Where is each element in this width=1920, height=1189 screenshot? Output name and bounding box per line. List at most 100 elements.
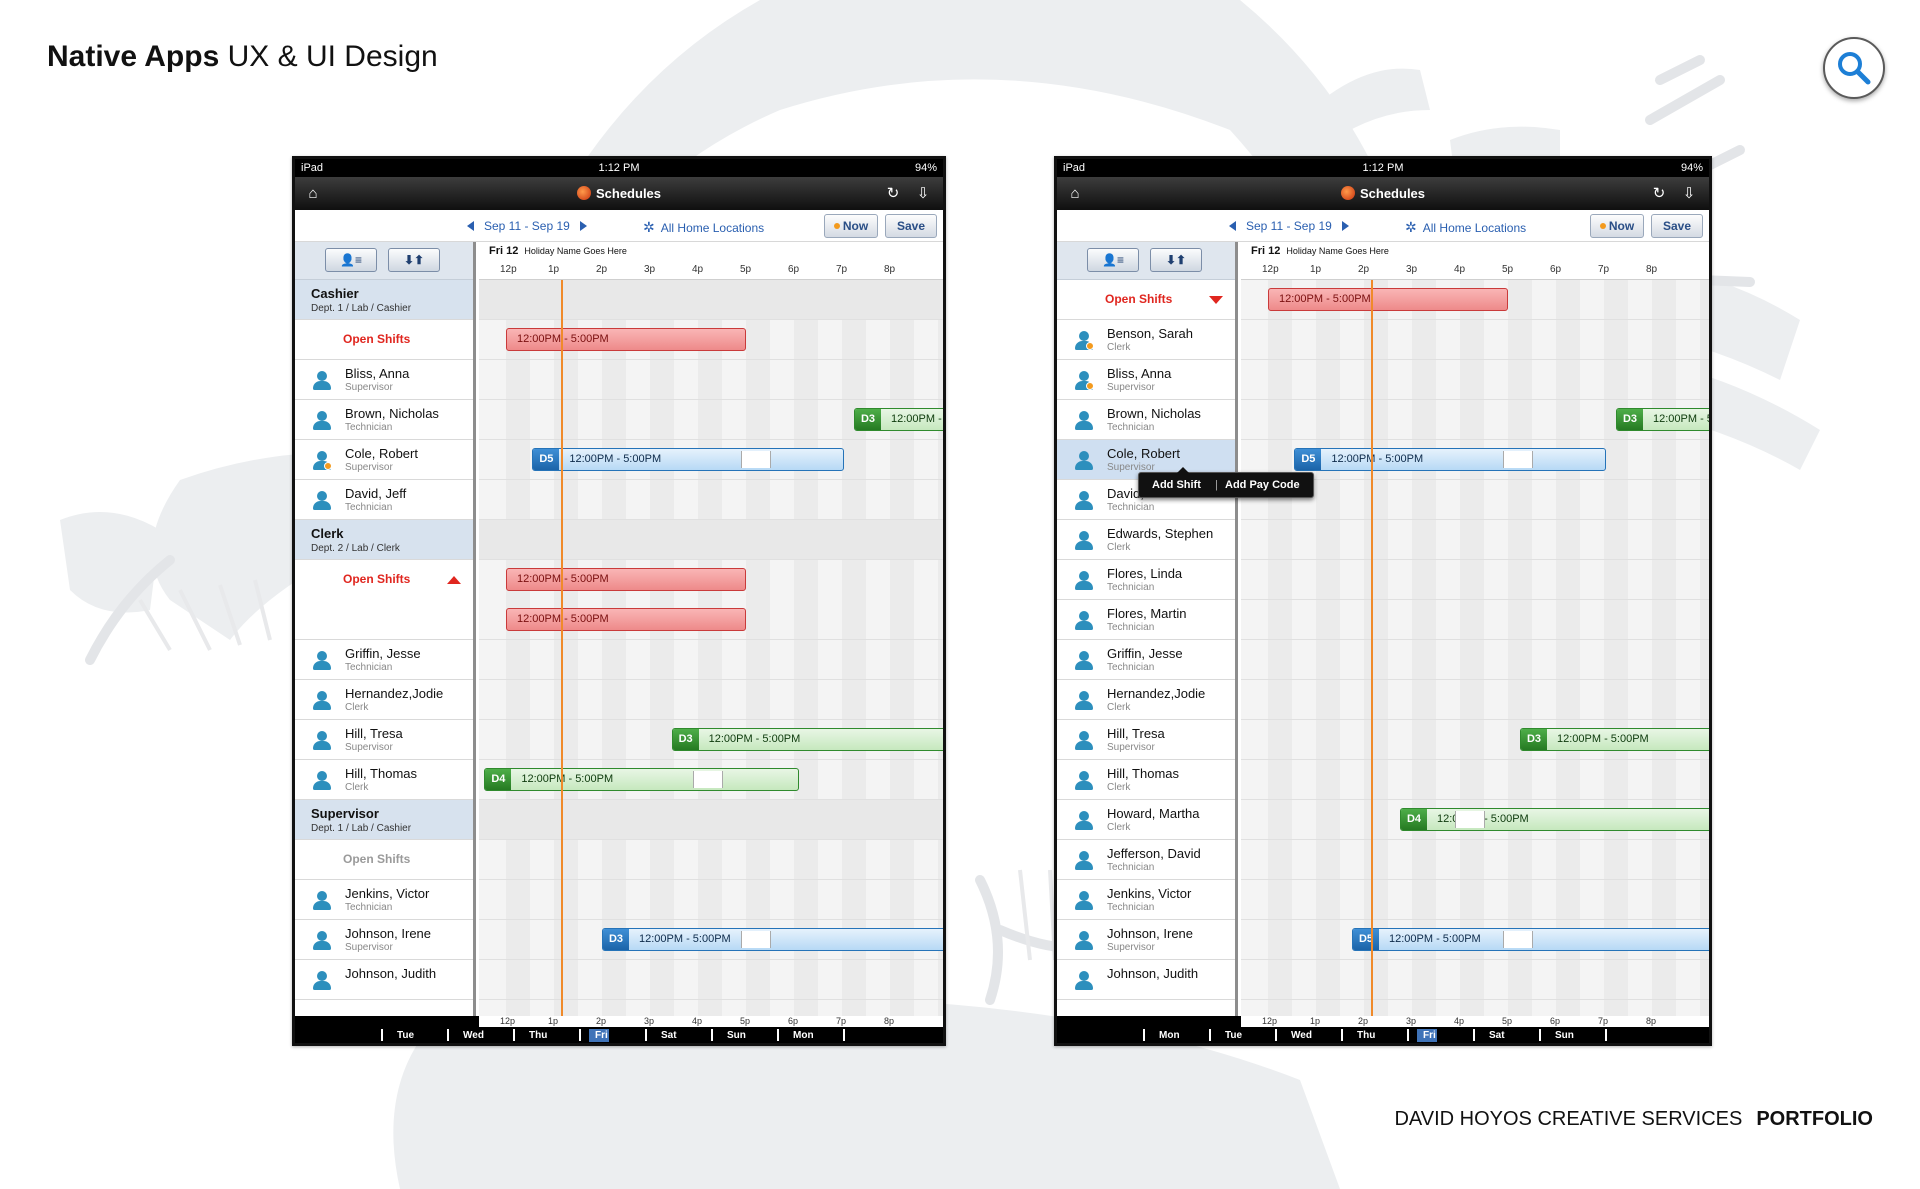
shift-bar[interactable]: D5 12:00PM - 5:00PM — [532, 448, 845, 471]
next-week-icon[interactable] — [579, 221, 587, 231]
shift-bar[interactable]: D3 12:00PM - 5:00PM — [602, 928, 943, 951]
grid-row-line — [1241, 599, 1709, 600]
page-title: Native Apps UX & UI Design — [47, 40, 438, 73]
employee-row[interactable]: Hill, Thomas Clerk — [1057, 760, 1235, 800]
open-shifts-row[interactable]: Open Shifts — [1057, 280, 1235, 320]
employee-row[interactable]: Hill, Thomas Clerk — [295, 760, 473, 800]
sort-button[interactable]: ⬇⬆ — [388, 248, 440, 272]
employee-row[interactable]: Jenkins, Victor Technician — [295, 880, 473, 920]
employee-row[interactable]: Hernandez,Jodie Clerk — [295, 680, 473, 720]
employee-row[interactable]: Johnson, Irene Supervisor — [295, 920, 473, 960]
grid-stripe — [1316, 280, 1340, 1016]
download-menu-button[interactable]: ⇩ — [1679, 184, 1699, 204]
employee-row[interactable]: Edwards, Stephen Clerk — [1057, 520, 1235, 560]
day-tab[interactable]: Sat — [1489, 1030, 1505, 1041]
shift-bar[interactable]: D5 12:00PM - 5:00PM — [1294, 448, 1607, 471]
day-tab[interactable]: Tue — [397, 1030, 415, 1041]
employee-name: Cole, Robert — [345, 446, 418, 461]
employee-row[interactable]: Johnson, Judith — [295, 960, 473, 1000]
shift-bar[interactable]: D3 12:00PM - 5:00PM — [1616, 408, 1709, 431]
previous-week-icon[interactable] — [467, 221, 474, 231]
day-tab[interactable]: Sat — [661, 1030, 677, 1041]
shift-bar[interactable]: 12:00PM - 5:00PM — [506, 328, 746, 351]
day-tab[interactable]: Sun — [1555, 1030, 1574, 1041]
now-button[interactable]: Now — [1590, 214, 1644, 238]
employee-row[interactable]: Johnson, Judith — [1057, 960, 1235, 1000]
day-tab[interactable]: Thu — [1357, 1030, 1376, 1041]
now-dot-icon — [833, 223, 840, 229]
save-button[interactable]: Save — [885, 214, 937, 238]
employee-row[interactable]: Johnson, Irene Supervisor — [1057, 920, 1235, 960]
day-tab[interactable]: Fri — [595, 1030, 608, 1041]
expand-icon[interactable] — [1209, 296, 1223, 304]
day-tab[interactable]: Mon — [793, 1030, 814, 1041]
collapse-icon[interactable] — [447, 576, 461, 584]
employee-row[interactable]: Flores, Martin Technician — [1057, 600, 1235, 640]
day-tab[interactable]: Tue — [1225, 1030, 1243, 1041]
save-label: Save — [1662, 219, 1692, 233]
grid-row-line — [1241, 719, 1709, 720]
employee-row[interactable]: Hill, Tresa Supervisor — [1057, 720, 1235, 760]
open-shifts-row[interactable]: Open Shifts — [295, 320, 473, 360]
employee-row[interactable]: Jefferson, David Technician — [1057, 840, 1235, 880]
shift-bar[interactable]: 12:00PM - 5:00PM — [1268, 288, 1508, 311]
shift-bar[interactable]: 12:00PM - 5:00PM — [506, 608, 746, 631]
day-tab[interactable]: Wed — [1291, 1030, 1312, 1041]
person-icon-head — [1079, 651, 1089, 661]
employee-row[interactable]: Cole, Robert Supervisor — [295, 440, 473, 480]
employee-row[interactable]: Brown, Nicholas Technician — [1057, 400, 1235, 440]
open-shifts-row[interactable]: Open Shifts — [295, 840, 473, 880]
shift-bar[interactable]: D3 12:00PM - 5:00PM — [854, 408, 943, 431]
person-icon-head — [1079, 851, 1089, 861]
schedule-grid: Fri 12 Holiday Name Goes Here 12p 1p 2p 3p 4p 5… — [479, 242, 943, 1016]
add-pay-code-button[interactable]: Add Pay Code — [1225, 479, 1300, 491]
employee-row[interactable]: Griffin, Jesse Technician — [1057, 640, 1235, 680]
download-menu-button[interactable]: ⇩ — [913, 184, 933, 204]
home-button[interactable]: ⌂ — [303, 184, 323, 204]
battery-status: 94% — [914, 162, 937, 174]
employee-row[interactable]: Flores, Linda Technician — [1057, 560, 1235, 600]
day-tab[interactable]: Mon — [1159, 1030, 1180, 1041]
shift-bar[interactable]: D5 12:00PM - 5:00PM — [1352, 928, 1709, 951]
day-tab[interactable]: Sun — [727, 1030, 746, 1041]
employee-row[interactable]: Howard, Martha Clerk — [1057, 800, 1235, 840]
save-button[interactable]: Save — [1651, 214, 1703, 238]
person-icon-body — [1075, 581, 1093, 590]
employee-name: Johnson, Irene — [1107, 926, 1194, 941]
previous-week-icon[interactable] — [1229, 221, 1236, 231]
sort-button[interactable]: ⬇⬆ — [1150, 248, 1202, 272]
employee-row[interactable]: Hernandez,Jodie Clerk — [1057, 680, 1235, 720]
shift-bar[interactable]: D3 12:00PM - 5:00PM — [1520, 728, 1709, 751]
list-view-button[interactable]: 👤≡ — [1087, 248, 1139, 272]
hour-label: 8p — [1646, 264, 1658, 275]
now-button[interactable]: Now — [824, 214, 878, 238]
employee-row[interactable]: Brown, Nicholas Technician — [295, 400, 473, 440]
location-filter[interactable]: ✲ All Home Locations — [643, 219, 764, 236]
add-shift-button[interactable]: Add Shift — [1152, 479, 1201, 491]
section-band — [479, 520, 943, 560]
refresh-button[interactable]: ↻ — [1649, 184, 1669, 204]
person-icon-head — [317, 491, 327, 501]
refresh-button[interactable]: ↻ — [883, 184, 903, 204]
shift-bar[interactable]: D3 12:00PM - 5:00PM — [671, 728, 943, 751]
employee-row[interactable]: Bliss, Anna Supervisor — [295, 360, 473, 400]
employee-row[interactable]: Hill, Tresa Supervisor — [295, 720, 473, 760]
search-button[interactable] — [1823, 37, 1885, 99]
employee-row[interactable]: Benson, Sarah Clerk — [1057, 320, 1235, 360]
open-shifts-row[interactable]: Open Shifts — [295, 560, 473, 640]
list-view-button[interactable]: 👤≡ — [325, 248, 377, 272]
employee-row[interactable]: Griffin, Jesse Technician — [295, 640, 473, 680]
day-tab[interactable]: Wed — [463, 1030, 484, 1041]
shift-bar[interactable]: 12:00PM - 5:00PM — [506, 568, 746, 591]
open-shifts-label: Open Shifts — [1105, 292, 1173, 306]
day-tab[interactable]: Fri — [1423, 1030, 1436, 1041]
employee-row[interactable]: Bliss, Anna Supervisor — [1057, 360, 1235, 400]
home-button[interactable]: ⌂ — [1065, 184, 1085, 204]
location-filter[interactable]: ✲ All Home Locations — [1405, 219, 1526, 236]
next-week-icon[interactable] — [1341, 221, 1349, 231]
employee-row[interactable]: Jenkins, Victor Technician — [1057, 880, 1235, 920]
day-tab[interactable]: Thu — [529, 1030, 548, 1041]
